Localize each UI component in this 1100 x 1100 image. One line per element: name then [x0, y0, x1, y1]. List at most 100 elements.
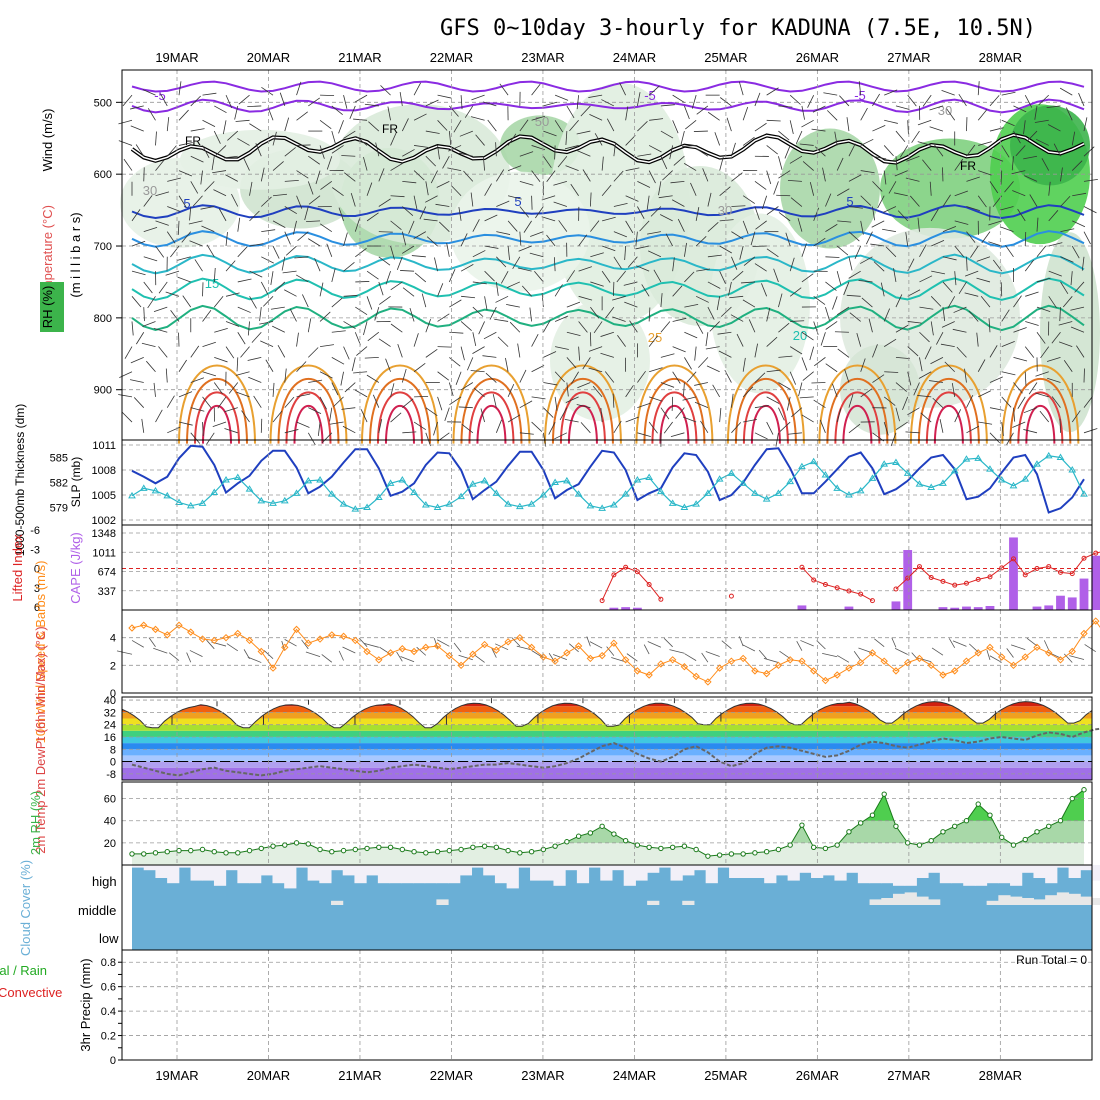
cloud-high-clear: [424, 865, 437, 884]
wind-barb: [146, 360, 156, 373]
date-label-top: 20MAR: [247, 50, 290, 65]
wind-barb: [380, 85, 391, 96]
rh2m-area: [132, 789, 1084, 865]
wind10-point: [1009, 661, 1018, 670]
temp-band: [122, 730, 1092, 737]
wind-barb: [517, 343, 521, 358]
wind10-barb: [116, 650, 133, 655]
lifted-point: [599, 598, 605, 604]
wind-barb: [820, 332, 826, 346]
wind-barb: [284, 429, 299, 434]
wind-barb: [934, 144, 944, 157]
cloud-high-clear: [623, 865, 636, 886]
wind-barb: [848, 270, 861, 279]
wind10-point: [727, 657, 736, 665]
rh2m-point: [952, 823, 958, 829]
lifted-tick-label: -3: [30, 544, 40, 556]
wind-barb: [215, 145, 227, 156]
wind-barb: [1048, 270, 1062, 277]
wind-barb: [249, 181, 253, 196]
wind-barb: [789, 371, 797, 385]
wind-barb: [570, 183, 579, 196]
lifted-point: [658, 596, 664, 602]
rh2m-point: [646, 844, 652, 850]
precip-tick-label: 0.4: [101, 1006, 116, 1018]
wind-barb: [625, 106, 629, 121]
wind-barb: [438, 221, 450, 232]
thickness-point: [621, 490, 630, 497]
wind-barb: [170, 310, 180, 322]
temperature-frame: [121, 696, 1093, 781]
wind-barb: [966, 176, 980, 182]
wind-barb: [529, 252, 544, 258]
thickness-point: [1021, 475, 1030, 482]
wind-barb: [580, 422, 591, 434]
wind-barb: [217, 396, 227, 409]
wind-barb: [118, 119, 133, 125]
wind-barb: [204, 181, 215, 192]
wind-barb: [531, 170, 541, 183]
wind-barb: [637, 206, 645, 219]
wind-barb: [135, 144, 145, 157]
wind-barb: [754, 372, 766, 383]
wind-barb: [731, 231, 744, 240]
wind-barb: [860, 256, 873, 264]
thickness-point: [868, 474, 877, 481]
wind-barb: [930, 357, 944, 365]
date-label-bottom: 22MAR: [430, 1068, 473, 1083]
temp-band: [122, 755, 1092, 762]
wind-barb: [718, 350, 732, 358]
wind-barb: [296, 393, 311, 398]
wind-barb: [790, 197, 803, 207]
wind-barb: [684, 357, 692, 370]
cloud-high-clear: [588, 865, 601, 868]
wind-barb: [695, 148, 709, 157]
wind-barb: [709, 321, 720, 332]
rh2m-point: [470, 844, 476, 850]
wind-barb: [1060, 195, 1071, 207]
wind-barb: [660, 382, 675, 388]
wind-barb: [529, 307, 533, 322]
thickness-point: [222, 476, 230, 483]
wind10-point: [128, 624, 136, 632]
wind-barb: [499, 83, 509, 96]
lifted-point: [940, 578, 946, 584]
wind-barb: [261, 196, 272, 207]
wind-barb: [1001, 145, 1010, 158]
wind10-point: [610, 639, 618, 647]
wind-barb: [460, 346, 465, 361]
wind-barb: [1023, 429, 1038, 434]
wind-barb: [155, 191, 170, 197]
wind-barb: [766, 145, 778, 155]
wind-barb: [617, 335, 626, 347]
wind-barb: [472, 281, 487, 285]
wind-barb: [619, 82, 626, 96]
wind-barb: [883, 308, 891, 322]
wind-barb: [1011, 170, 1026, 175]
wind-barb: [836, 245, 849, 256]
rh2m-point: [152, 850, 159, 856]
wind-barb: [295, 274, 309, 283]
thickness-point: [1033, 460, 1041, 467]
wind-barb: [694, 346, 697, 361]
wind-barb: [966, 425, 980, 434]
wind-barb: [272, 410, 283, 423]
rh2m-point: [893, 823, 899, 829]
wind-barb: [870, 243, 885, 247]
wind-barb: [482, 156, 485, 171]
date-label-top: 26MAR: [796, 50, 839, 65]
wind-barb: [860, 170, 875, 174]
wind-barb: [814, 146, 826, 157]
rh2m-point: [1057, 818, 1064, 824]
wind-barb: [284, 179, 299, 182]
wind-barb: [472, 306, 484, 317]
wind-barb: [1060, 167, 1063, 182]
wind10-point: [962, 657, 971, 665]
wind-barb: [717, 331, 732, 335]
rh2m-line: [132, 789, 1085, 857]
wind-barb: [613, 231, 628, 238]
wind-barb: [578, 234, 588, 247]
temp-tick-label: 24: [104, 720, 116, 732]
wind-barb: [872, 155, 887, 160]
